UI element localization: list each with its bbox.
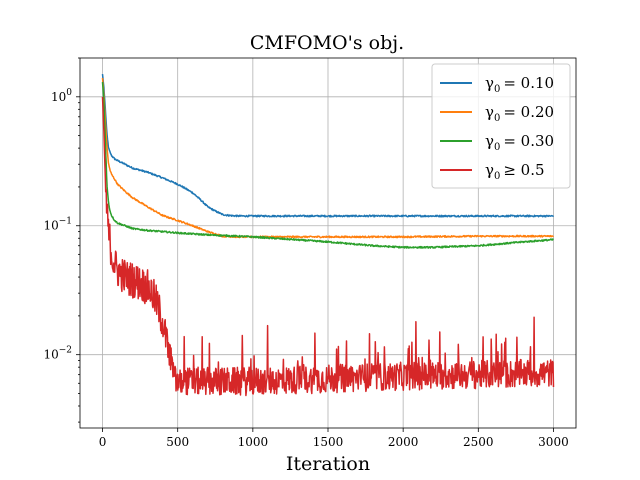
legend-label: γ0 = 0.20 — [485, 103, 554, 124]
y-tick-label: 100 — [51, 88, 72, 104]
x-tick-label: 1500 — [313, 435, 344, 449]
y-tick-label: 10−2 — [43, 346, 72, 362]
x-axis-label: Iteration — [286, 453, 370, 475]
y-axis: 100 10−1 10−2 — [43, 57, 80, 423]
legend-label: γ0 = 0.10 — [485, 74, 554, 95]
series-line — [101, 77, 554, 239]
x-axis: 0 500 1000 1500 2000 2500 3000 — [99, 428, 569, 449]
legend-label: γ0 ≥ 0.5 — [485, 161, 545, 182]
x-tick-label: 1000 — [238, 435, 269, 449]
legend: γ0 = 0.10 γ0 = 0.20 γ0 = 0.30 γ0 ≥ 0.5 — [431, 63, 571, 189]
legend-box — [431, 63, 571, 189]
x-tick-label: 2500 — [463, 435, 494, 449]
x-tick-label: 500 — [166, 435, 189, 449]
x-tick-label: 0 — [99, 435, 107, 449]
series-line — [101, 74, 555, 218]
series-line — [101, 82, 554, 249]
chart-title: CMFOMO's obj. — [250, 32, 404, 54]
y-tick-label: 10−1 — [43, 217, 72, 233]
series-layer — [101, 74, 555, 397]
series-line — [101, 96, 555, 397]
x-tick-label: 2000 — [388, 435, 419, 449]
x-tick-label: 3000 — [538, 435, 569, 449]
legend-label: γ0 = 0.30 — [485, 132, 554, 153]
